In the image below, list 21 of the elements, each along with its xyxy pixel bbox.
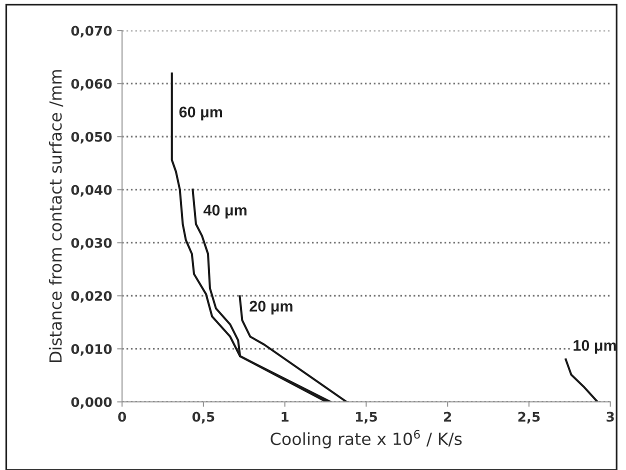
annotation: 10 μm — [574, 340, 616, 354]
x-tick-label: 0 — [118, 412, 126, 422]
annotation: 60 μm — [179, 106, 222, 120]
annotation: 20 μm — [250, 300, 292, 315]
x-tick-label: 0,5 — [192, 412, 214, 424]
y-tick-label: 0,060 — [71, 78, 112, 90]
y-tick-label: 0,020 — [71, 290, 112, 303]
y-tick-label: 0,000 — [71, 397, 112, 409]
y-tick-label: 0,030 — [71, 238, 112, 250]
y-axis-title: Distance from contact surface /mm — [48, 70, 64, 362]
y-tick-label: 0,050 — [71, 132, 112, 144]
x-tick-label: 2 — [444, 412, 452, 422]
x-tick-label: 3 — [606, 412, 614, 422]
annotation: 40 μm — [203, 204, 246, 219]
x-tick-label: 1 — [282, 412, 289, 422]
y-tick-label: 0,010 — [71, 344, 112, 356]
x-tick-label: 1,5 — [356, 412, 377, 424]
y-tick-label: 0,070 — [71, 26, 112, 38]
y-tick-label: 0,040 — [71, 184, 112, 197]
x-tick-label: 2,5 — [518, 412, 540, 424]
x-axis-title: Cooling rate x 10$^{6}$ / K/s — [270, 430, 462, 448]
